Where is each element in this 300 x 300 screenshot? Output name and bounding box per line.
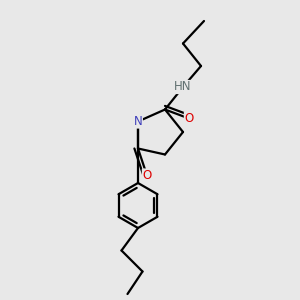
Text: O: O bbox=[184, 112, 194, 125]
Text: O: O bbox=[142, 169, 152, 182]
Text: N: N bbox=[134, 115, 142, 128]
Text: HN: HN bbox=[174, 80, 192, 94]
